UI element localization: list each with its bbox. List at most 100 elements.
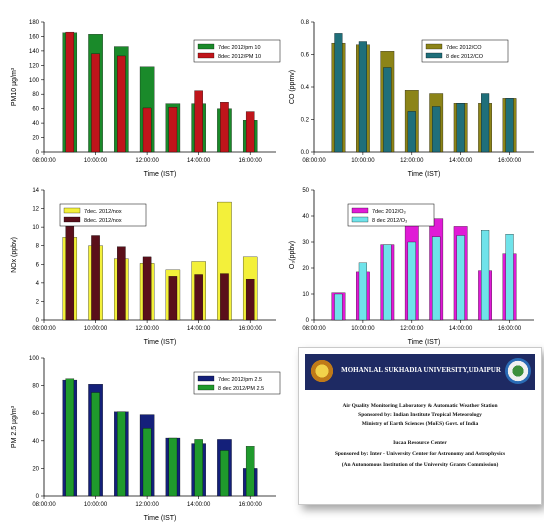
y-tick-label: 20 bbox=[32, 466, 39, 472]
legend-label: 8dec 2012/PM 10 bbox=[218, 54, 261, 60]
legend-swatch bbox=[425, 43, 443, 50]
bar-series2 bbox=[407, 241, 416, 321]
legend-label: 8 dec 2012/CO bbox=[446, 54, 484, 60]
plot-area: 0 20 40 60 80 100 120 140 160 180 08:00:00 10:00:00… bbox=[11, 20, 281, 178]
legend-swatch bbox=[197, 384, 215, 391]
bar-series2 bbox=[142, 428, 152, 497]
bar-series2 bbox=[142, 256, 152, 321]
y-tick-label: 140 bbox=[29, 49, 40, 55]
bar-series2 bbox=[65, 378, 75, 497]
legend-box bbox=[421, 39, 509, 63]
y-tick-label: 14 bbox=[32, 188, 39, 194]
y-tick-label: 20 bbox=[302, 266, 309, 272]
bar-series2 bbox=[168, 276, 178, 321]
y-tick-label: 50 bbox=[302, 188, 309, 194]
bar-series2 bbox=[358, 262, 367, 321]
y-tick-label: 0 bbox=[306, 318, 310, 324]
chart-legend: 7dec 2012/CO 8 dec 2012/CO bbox=[421, 39, 509, 63]
legend-label: 7dec 2012/CO bbox=[446, 45, 482, 51]
y-tick-label: 20 bbox=[32, 136, 39, 142]
legend-swatch bbox=[197, 52, 215, 59]
bar-series2 bbox=[168, 107, 178, 153]
legend-swatch bbox=[63, 216, 81, 223]
y-axis-label: CO (ppmv) bbox=[289, 70, 296, 104]
y-tick-label: 0 bbox=[36, 494, 40, 500]
co-chart-svg: 0.0 0.2 0.4 0.6 0.8 08:00:00 10:00:00 12:00:00 1… bbox=[289, 20, 534, 178]
x-tick-label: 16:00:00 bbox=[239, 158, 263, 164]
y-tick-label: 40 bbox=[32, 439, 39, 445]
bar-series2 bbox=[334, 33, 343, 153]
y-axis-label: NOx (ppbv) bbox=[11, 237, 18, 273]
x-tick-label: 08:00:00 bbox=[302, 326, 326, 332]
y-tick-label: 4 bbox=[36, 281, 40, 287]
nox-chart-svg: 0 2 4 6 8 10 12 14 08:00:00 10:00:00 12:00:00 14:00… bbox=[11, 188, 276, 346]
x-tick-label: 14:00:00 bbox=[187, 158, 211, 164]
legend-box bbox=[193, 39, 281, 63]
bar-series2 bbox=[383, 67, 392, 153]
y-tick-label: 40 bbox=[302, 214, 309, 220]
x-tick-label: 16:00:00 bbox=[239, 502, 263, 508]
bar-series2 bbox=[65, 226, 75, 321]
info-line: Iucaa Resource Center bbox=[393, 440, 447, 446]
bar-series2 bbox=[505, 234, 514, 321]
y-axis-label: PM10 µg/m³ bbox=[11, 67, 18, 106]
bar-series2 bbox=[117, 55, 126, 153]
legend-label: 8 dec 2012/PM 2.5 bbox=[218, 386, 264, 392]
y-tick-label: 0.0 bbox=[301, 150, 310, 156]
info-title: MOHANLAL SUKHADIA UNIVERSITY,UDAIPUR bbox=[341, 366, 501, 374]
bar-series2 bbox=[456, 235, 465, 321]
bar-series2 bbox=[358, 41, 367, 153]
bar-series2 bbox=[481, 230, 490, 321]
x-axis-label: Time (IST) bbox=[144, 171, 177, 178]
y-tick-label: 2 bbox=[36, 299, 40, 305]
y-tick-label: 0.2 bbox=[301, 118, 310, 124]
y-tick-label: 180 bbox=[29, 20, 40, 26]
bar-series2 bbox=[91, 235, 100, 321]
y-tick-label: 0.6 bbox=[301, 53, 310, 59]
chart-legend: 7dec 2012/pm 10 8dec 2012/PM 10 bbox=[193, 39, 281, 63]
pm25-chart-svg: 0 20 40 60 80 100 08:00:00 10:00:00 12:00:00 14:0… bbox=[11, 356, 281, 522]
plot-area: 0 2 4 6 8 10 12 14 08:00:00 10:00:00 12:00:00 14:00… bbox=[11, 188, 276, 346]
legend-swatch bbox=[63, 207, 81, 214]
y-axis-label: PM 2.5 µg/m³ bbox=[11, 405, 18, 448]
legend-label: 8dec. 2012/nox bbox=[84, 218, 122, 224]
y-tick-label: 120 bbox=[29, 63, 40, 69]
y-tick-label: 0 bbox=[36, 150, 40, 156]
bar-series2 bbox=[481, 93, 490, 153]
x-tick-label: 10:00:00 bbox=[351, 158, 375, 164]
info-card: MOHANLAL SUKHADIA UNIVERSITY,UDAIPUR Air… bbox=[298, 347, 542, 505]
legend-box bbox=[193, 371, 281, 395]
bar-series2 bbox=[407, 111, 416, 153]
x-tick-label: 12:00:00 bbox=[400, 326, 424, 332]
bar-series2 bbox=[383, 244, 392, 321]
x-axis-label: Time (IST) bbox=[144, 339, 177, 346]
y-tick-label: 0.4 bbox=[301, 85, 310, 91]
x-tick-label: 08:00:00 bbox=[32, 326, 56, 332]
bar-series2 bbox=[220, 450, 229, 497]
info-line: Air Quality Monitoring Laboratory & Auto… bbox=[342, 403, 498, 409]
legend-label: 8 dec 2012/O₃ bbox=[372, 218, 407, 224]
bar-series2 bbox=[142, 107, 152, 153]
legend-swatch bbox=[351, 216, 369, 223]
bar-series2 bbox=[194, 90, 203, 153]
university-logo-icon bbox=[309, 358, 335, 384]
x-tick-label: 14:00:00 bbox=[187, 326, 211, 332]
chart-legend: 7dec 2012/O₃ 8 dec 2012/O₃ bbox=[347, 203, 435, 227]
o3-chart: 0 10 20 30 40 50 08:00:00 10:00:00 12:00:00 14:00… bbox=[288, 182, 544, 347]
y-tick-label: 40 bbox=[32, 121, 39, 127]
legend-label: 7dec 2012/pm 2.5 bbox=[218, 377, 262, 383]
x-tick-label: 16:00:00 bbox=[498, 158, 522, 164]
bar-series2 bbox=[194, 439, 203, 497]
y-tick-label: 60 bbox=[32, 411, 39, 417]
x-tick-label: 08:00:00 bbox=[32, 502, 56, 508]
pm10-chart: 0 20 40 60 80 100 120 140 160 180 08:00:00 10:00:00… bbox=[0, 10, 290, 180]
info-header: MOHANLAL SUKHADIA UNIVERSITY,UDAIPUR bbox=[305, 354, 535, 390]
x-tick-label: 14:00:00 bbox=[449, 158, 473, 164]
plot-area: 0.0 0.2 0.4 0.6 0.8 08:00:00 10:00:00 12:00:00 1… bbox=[289, 20, 534, 178]
chart-legend: 7dec. 2012/nox 8dec. 2012/nox bbox=[59, 203, 147, 227]
center-logo-icon bbox=[505, 358, 531, 384]
bar-series2 bbox=[245, 278, 255, 321]
legend-swatch bbox=[197, 43, 215, 50]
bar-series2 bbox=[220, 102, 229, 153]
y-tick-label: 12 bbox=[32, 207, 39, 213]
